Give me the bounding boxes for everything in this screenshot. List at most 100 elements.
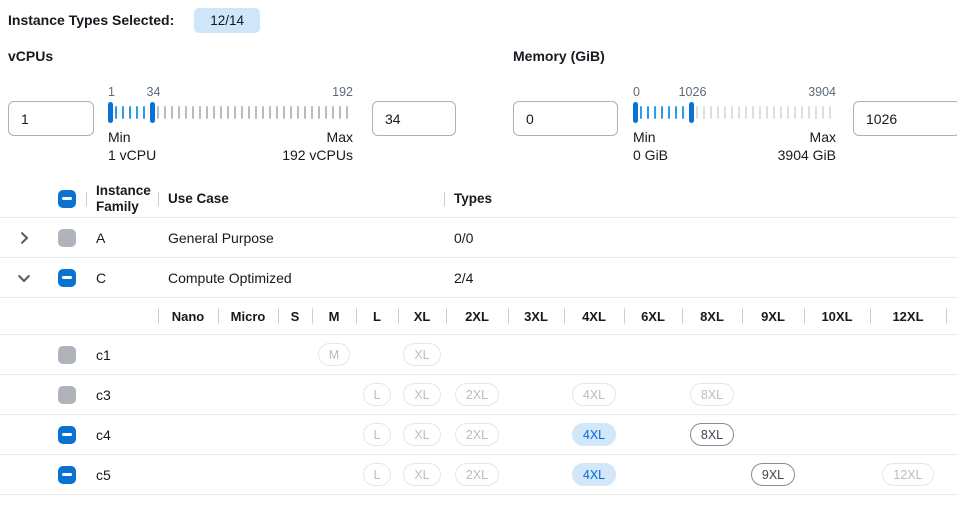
slider-tick — [206, 101, 213, 123]
size-chip-c5-4xl[interactable]: 4XL — [571, 463, 617, 486]
min-label: Min — [633, 129, 656, 145]
family-types-count: 2/4 — [454, 269, 474, 286]
instance-checkbox-cell — [48, 455, 86, 494]
memory-max-input[interactable] — [853, 101, 957, 136]
max-label: Max — [809, 129, 836, 145]
size-col-label: 2XL — [465, 308, 489, 324]
instance-checkbox-c5[interactable] — [58, 465, 76, 484]
slider-handle[interactable] — [633, 101, 640, 123]
slider-high-value-label: 1026 — [678, 85, 707, 99]
expand-cell-empty — [0, 455, 48, 494]
vcpu-filter-title: vCPUs — [8, 48, 54, 64]
max-label: Max — [326, 129, 353, 145]
size-cell-c5-micro — [218, 455, 278, 494]
slider-tick — [745, 101, 752, 123]
size-col-micro: Micro — [218, 298, 278, 334]
slider-tick — [724, 101, 731, 123]
vcpu-range-slider[interactable]: 1 34 192 Min 1 vCPU Max 192 vCPUs — [108, 85, 353, 164]
slider-handle[interactable] — [150, 101, 157, 123]
family-checkbox-a — [58, 228, 76, 247]
size-cell-c1-l — [356, 335, 398, 374]
slider-handle[interactable] — [689, 101, 696, 123]
size-cell-c4-6xl — [624, 415, 682, 454]
memory-range-slider[interactable]: 0 1026 3904 Min 0 GiB Max 3904 GiB — [633, 85, 836, 164]
slider-tick — [668, 101, 675, 123]
instance-row-c3: c3 L XL 2XL 4XL 8XL — [0, 375, 957, 415]
size-cell-c1-s — [278, 335, 312, 374]
slider-scale-labels: 1 34 192 — [108, 85, 353, 101]
size-cell-c4-8xl: 8XL — [682, 415, 742, 454]
slider-tick — [703, 101, 710, 123]
row-trailing-space — [946, 375, 957, 414]
slider-handle[interactable] — [108, 101, 115, 123]
size-cell-c1-3xl — [508, 335, 564, 374]
selected-count-badge: 12/14 — [194, 7, 261, 33]
slider-tick — [248, 101, 255, 123]
slider-tick — [710, 101, 717, 123]
slider-track — [633, 101, 836, 123]
family-checkbox-c[interactable] — [58, 268, 76, 287]
instance-checkbox-cell — [48, 415, 86, 454]
size-cell-c5-2xl: 2XL — [446, 455, 508, 494]
size-chip-c4-2xl: 2XL — [454, 423, 500, 446]
row-trailing-space — [946, 335, 957, 374]
size-col-8xl: 8XL — [682, 298, 742, 334]
vcpu-min-input[interactable] — [8, 101, 94, 136]
size-header-spacer — [0, 298, 158, 334]
select-all-checkbox[interactable] — [58, 189, 76, 208]
expand-toggle-c[interactable] — [12, 266, 36, 290]
slider-tick — [262, 101, 269, 123]
slider-tick — [682, 101, 689, 123]
instance-row-c5: c5 L XL 2XL 4XL 9XL 12XL — [0, 455, 957, 495]
size-cell-c3-10xl — [804, 375, 870, 414]
size-chip-c3-8xl: 8XL — [689, 383, 735, 406]
size-cell-c3-6xl — [624, 375, 682, 414]
size-cell-c3-l: L — [356, 375, 398, 414]
size-chip-c3-4xl: 4XL — [571, 383, 617, 406]
size-cell-c5-12xl: 12XL — [870, 455, 946, 494]
slider-tick — [241, 101, 248, 123]
vcpu-filter: vCPUs 1 34 192 Min 1 vCPU Max 192 vCPUs — [8, 48, 456, 164]
family-checkbox-cell — [48, 258, 86, 297]
size-chip-c5-9xl[interactable]: 9XL — [750, 463, 796, 486]
size-chip-c4-8xl[interactable]: 8XL — [689, 423, 735, 446]
column-header-instance-family: Instance Family — [86, 180, 158, 217]
size-col-label: 6XL — [641, 308, 665, 324]
expand-toggle-a[interactable] — [12, 226, 36, 250]
size-chip-c4-4xl[interactable]: 4XL — [571, 423, 617, 446]
size-col-12xl: 12XL — [870, 298, 946, 334]
slider-tick — [822, 101, 829, 123]
size-header-row: Nano Micro S M L XL 2XL 3XL 4XL 6XL 8XL 9XL 10XL 12XL — [0, 298, 957, 335]
size-cell-c4-2xl: 2XL — [446, 415, 508, 454]
slider-tick — [787, 101, 794, 123]
size-cell-c4-xl: XL — [398, 415, 446, 454]
instance-checkbox-c3 — [58, 385, 76, 404]
family-row-c: C Compute Optimized 2/4 — [0, 258, 957, 298]
size-cell-c3-nano — [158, 375, 218, 414]
size-cell-c3-xl: XL — [398, 375, 446, 414]
slider-captions: Min 1 vCPU Max 192 vCPUs — [108, 128, 353, 164]
slider-tick — [640, 101, 647, 123]
expand-cell-empty — [0, 375, 48, 414]
size-col-label: 9XL — [761, 308, 785, 324]
slider-tick — [227, 101, 234, 123]
instance-checkbox-c4[interactable] — [58, 425, 76, 444]
slider-max-caption: Max 192 vCPUs — [282, 128, 353, 164]
size-chip-c3-2xl: 2XL — [454, 383, 500, 406]
size-col-label: Nano — [171, 308, 205, 324]
slider-tick — [794, 101, 801, 123]
slider-tick — [199, 101, 206, 123]
size-cell-c5-s — [278, 455, 312, 494]
size-cell-c4-nano — [158, 415, 218, 454]
slider-tick — [647, 101, 654, 123]
slider-tick — [136, 101, 143, 123]
vcpu-max-input[interactable] — [372, 101, 456, 136]
memory-min-input[interactable] — [513, 101, 618, 136]
size-chip-c1-xl: XL — [403, 343, 441, 366]
slider-tick — [766, 101, 773, 123]
min-sub-label: 1 vCPU — [108, 147, 157, 163]
size-cell-c3-12xl — [870, 375, 946, 414]
family-letter: A — [96, 229, 106, 246]
size-col-s: S — [278, 298, 312, 334]
size-cell-c5-nano — [158, 455, 218, 494]
